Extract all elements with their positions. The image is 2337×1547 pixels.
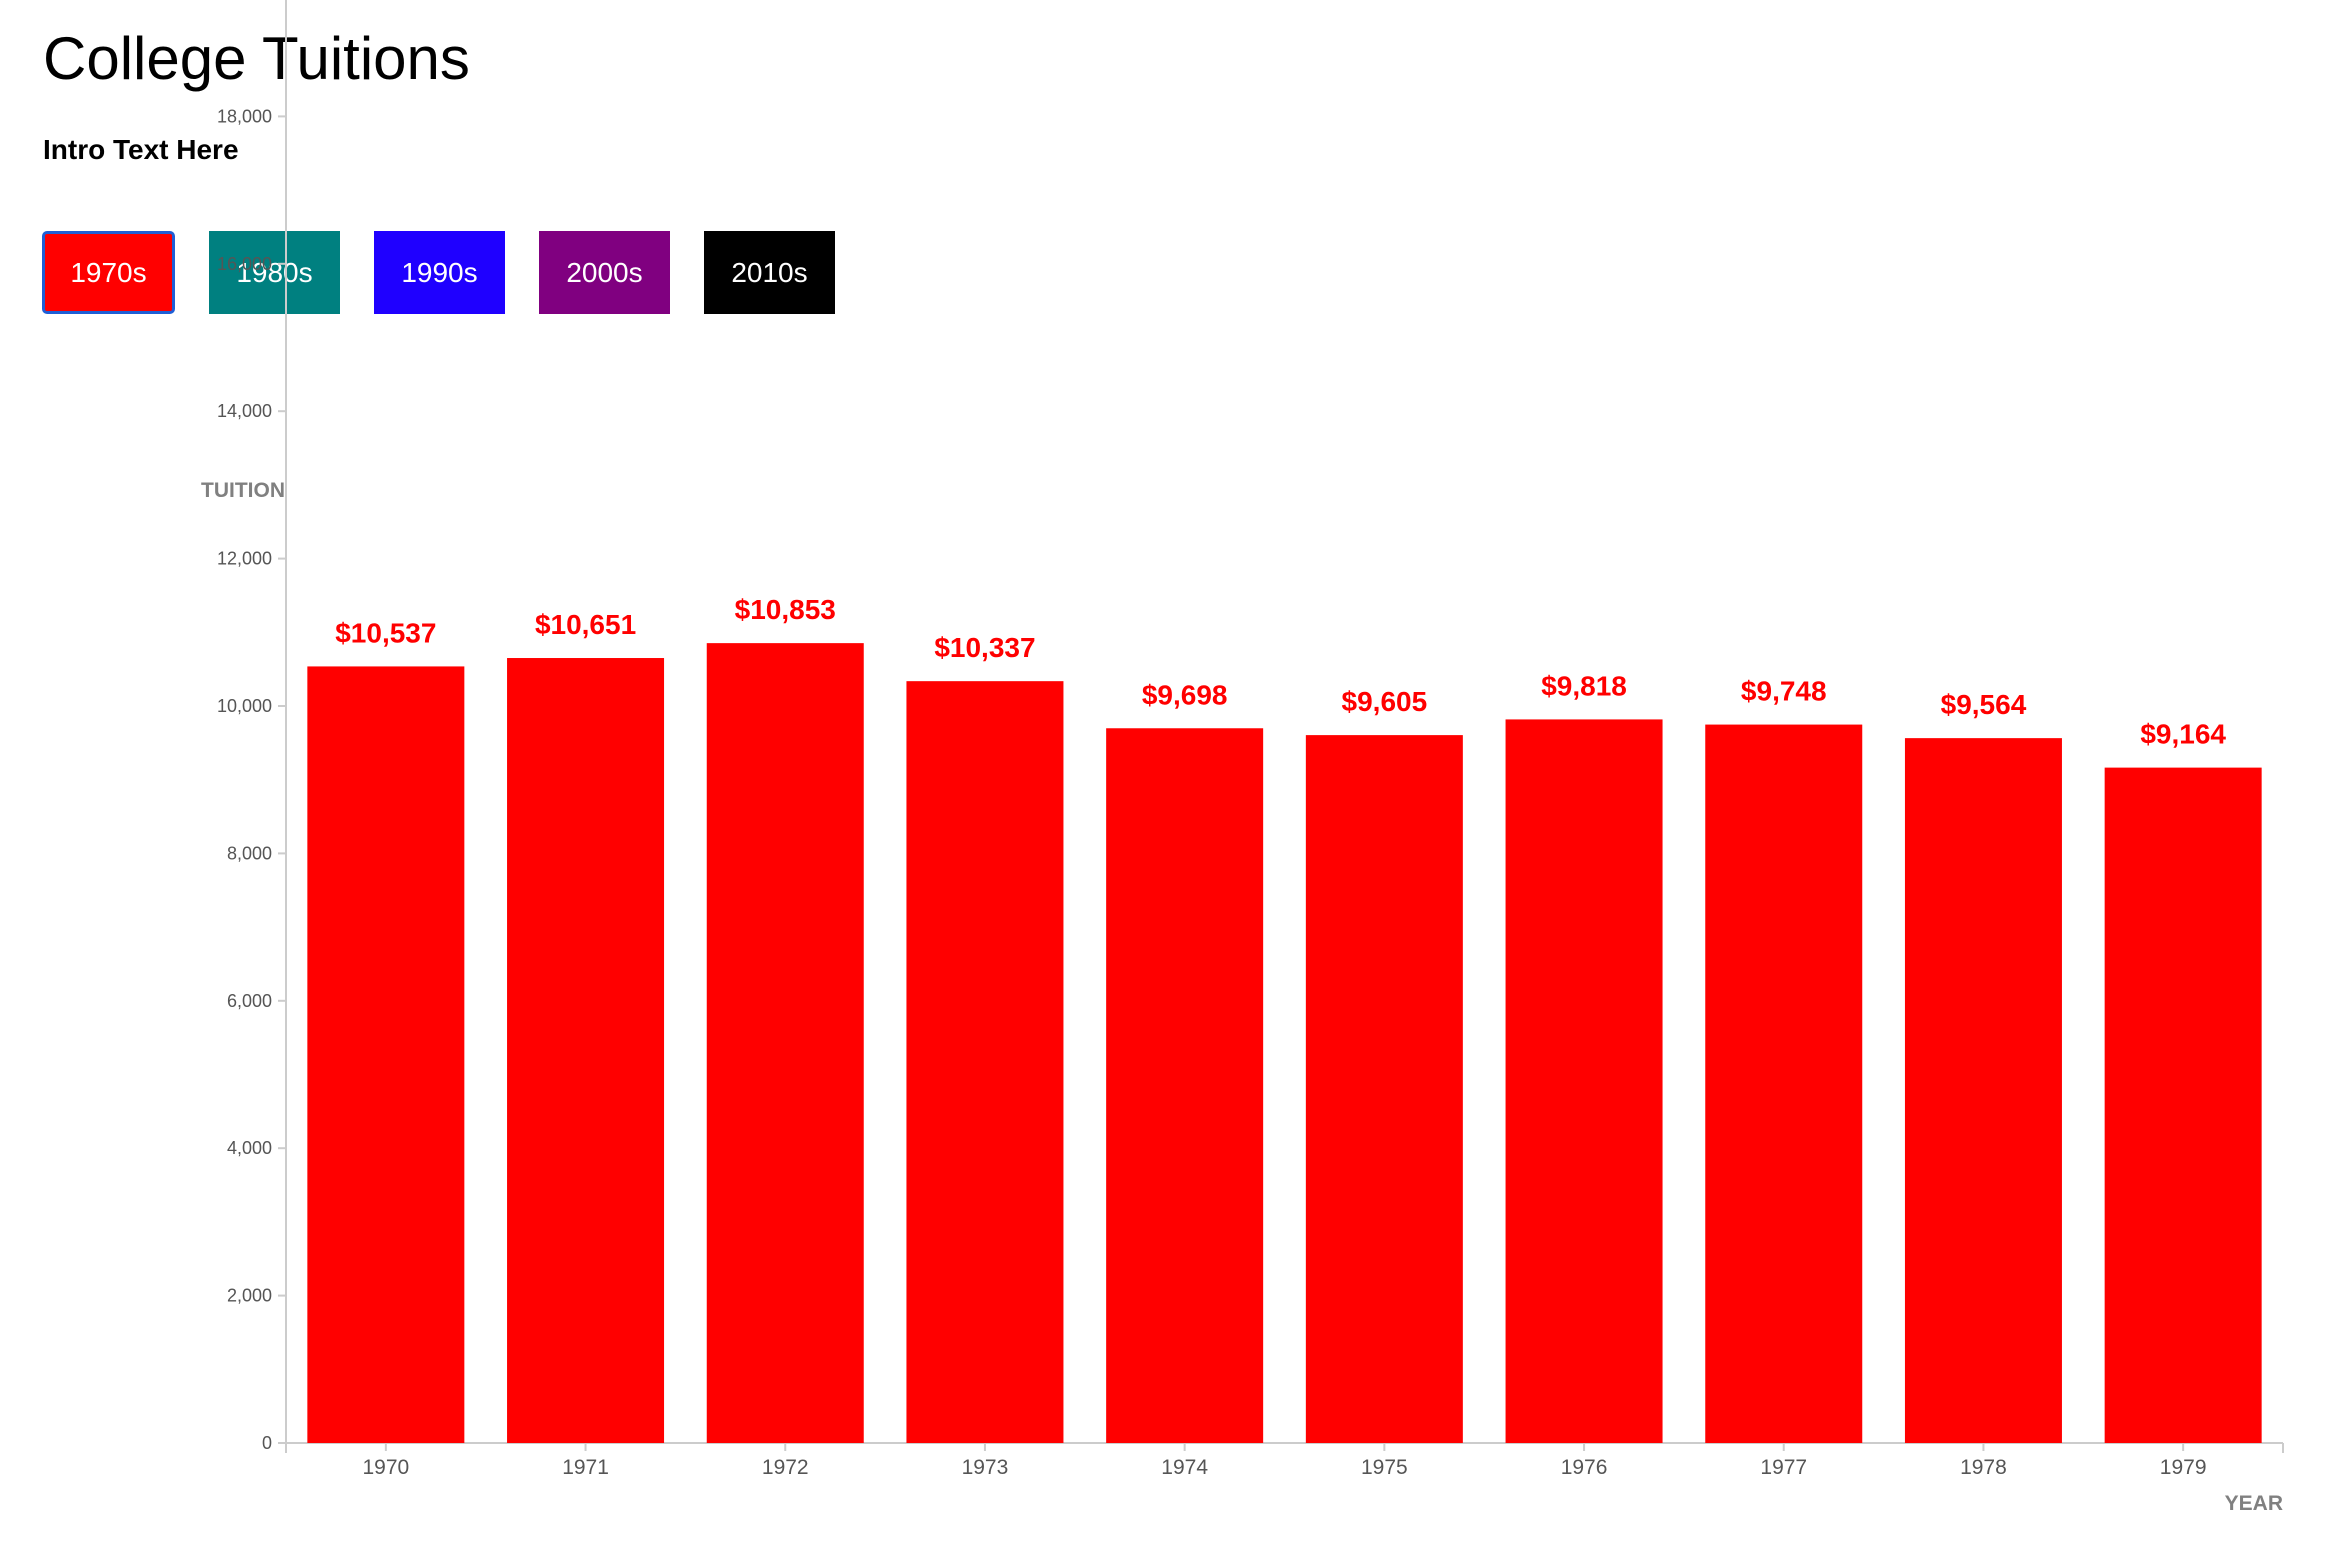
y-axis-title: TUITION bbox=[201, 479, 285, 502]
x-axis-title: YEAR bbox=[2225, 1492, 2283, 1515]
bar bbox=[1106, 728, 1264, 1443]
bar-value-label: $9,564 bbox=[1941, 689, 2027, 720]
y-tick-label: 16,000 bbox=[217, 254, 272, 274]
x-tick-label: 1973 bbox=[962, 1456, 1009, 1479]
decade-button-group: 1970s 1980s 1990s 2000s 2010s bbox=[42, 231, 835, 314]
bar bbox=[307, 666, 465, 1443]
bar bbox=[507, 658, 665, 1443]
x-tick-label: 1977 bbox=[1760, 1456, 1807, 1479]
intro-text: Intro Text Here bbox=[43, 134, 239, 165]
decade-button-1980s[interactable]: 1980s bbox=[209, 231, 340, 314]
x-tick-label: 1976 bbox=[1561, 1456, 1608, 1479]
bar-value-label: $10,337 bbox=[934, 632, 1035, 663]
y-tick-label: 8,000 bbox=[227, 843, 272, 863]
y-tick-label: 14,000 bbox=[217, 401, 272, 421]
bar-value-label: $10,537 bbox=[335, 617, 436, 648]
bar-value-label: $9,818 bbox=[1541, 670, 1627, 701]
x-tick-label: 1970 bbox=[362, 1456, 409, 1479]
y-tick-label: 10,000 bbox=[217, 696, 272, 716]
bar bbox=[2104, 767, 2262, 1443]
decade-button-1990s[interactable]: 1990s bbox=[374, 231, 505, 314]
x-tick-label: 1974 bbox=[1161, 1456, 1208, 1479]
x-tick-label: 1979 bbox=[2160, 1456, 2207, 1479]
y-tick-label: 6,000 bbox=[227, 991, 272, 1011]
bar-value-label: $10,651 bbox=[535, 609, 636, 640]
y-tick-label: 4,000 bbox=[227, 1138, 272, 1158]
decade-button-2000s[interactable]: 2000s bbox=[539, 231, 670, 314]
x-tick-label: 1978 bbox=[1960, 1456, 2007, 1479]
bar-value-label: $10,853 bbox=[735, 594, 836, 625]
x-tick-label: 1971 bbox=[562, 1456, 609, 1479]
bar bbox=[1305, 735, 1463, 1443]
bar bbox=[706, 643, 864, 1443]
bar-value-label: $9,748 bbox=[1741, 676, 1827, 707]
y-tick-label: 2,000 bbox=[227, 1286, 272, 1306]
decade-button-2010s[interactable]: 2010s bbox=[704, 231, 835, 314]
page-title: College Tuitions bbox=[43, 25, 470, 92]
y-tick-label: 18,000 bbox=[217, 106, 272, 126]
bar bbox=[1505, 719, 1663, 1443]
bar bbox=[1705, 724, 1863, 1443]
bar bbox=[1904, 738, 2062, 1443]
x-tick-label: 1975 bbox=[1361, 1456, 1408, 1479]
bar-value-label: $9,605 bbox=[1342, 686, 1428, 717]
x-tick-label: 1972 bbox=[762, 1456, 809, 1479]
y-tick-label: 0 bbox=[262, 1433, 272, 1453]
bar-value-label: $9,698 bbox=[1142, 679, 1228, 710]
bar bbox=[906, 681, 1064, 1443]
decade-button-1970s[interactable]: 1970s bbox=[42, 231, 175, 314]
bar-value-label: $9,164 bbox=[2140, 719, 2226, 750]
y-tick-label: 12,000 bbox=[217, 549, 272, 569]
